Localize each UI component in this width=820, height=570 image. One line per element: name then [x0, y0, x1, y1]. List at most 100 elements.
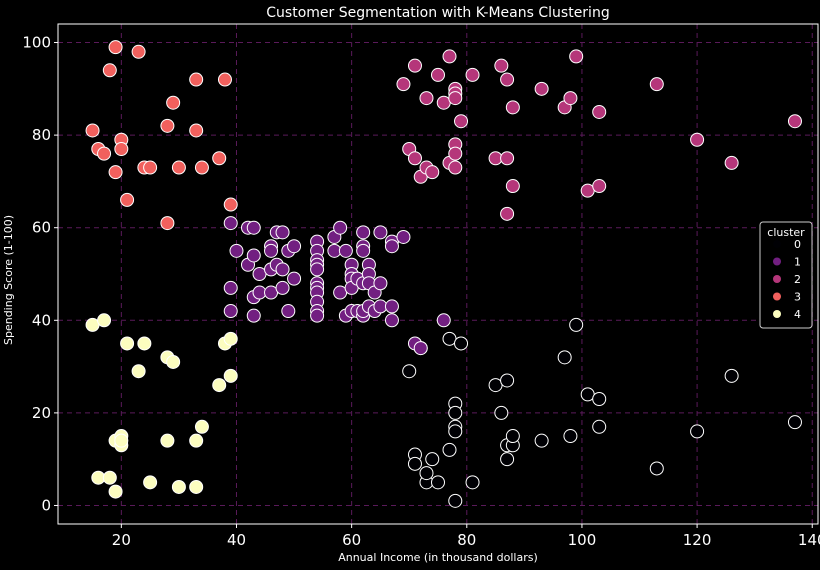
data-point: [413, 341, 428, 356]
data-point: [649, 461, 664, 476]
data-point: [505, 100, 520, 115]
data-point: [246, 220, 261, 235]
y-axis-ticks: 0 20 40 60 80 100: [22, 34, 58, 514]
data-point: [448, 160, 463, 175]
data-point: [465, 67, 480, 82]
data-point: [310, 308, 325, 323]
data-point: [500, 151, 515, 166]
data-point: [131, 364, 146, 379]
y-tick-label: 20: [32, 404, 51, 422]
legend-marker: [773, 257, 781, 266]
data-point: [396, 77, 411, 92]
x-tick-label: 100: [568, 531, 597, 549]
data-point: [454, 336, 469, 351]
legend-marker: [773, 275, 781, 283]
data-point: [189, 479, 204, 494]
data-point: [108, 165, 123, 180]
data-point: [223, 280, 238, 295]
data-points: [85, 40, 802, 508]
data-point: [500, 373, 515, 388]
legend-label: 3: [794, 291, 801, 304]
data-point: [407, 151, 422, 166]
data-point: [373, 276, 388, 291]
data-point: [787, 415, 802, 430]
data-point: [120, 192, 135, 207]
x-tick-label: 140: [798, 531, 820, 549]
data-point: [384, 313, 399, 328]
legend-marker: [773, 292, 781, 301]
data-point: [431, 67, 445, 82]
x-tick-label: 20: [112, 531, 131, 549]
legend-entries: 0 1 2 3 4: [773, 238, 801, 321]
data-point: [310, 262, 325, 277]
data-point: [569, 317, 584, 332]
data-point: [212, 151, 227, 166]
data-point: [563, 429, 578, 444]
data-point: [724, 368, 739, 383]
data-point: [442, 442, 457, 457]
data-point: [264, 243, 279, 258]
x-axis-ticks: 20 40 60 80 100 120 140: [112, 524, 820, 549]
chart-title: Customer Segmentation with K-Means Clust…: [266, 5, 609, 21]
data-point: [114, 433, 129, 448]
data-point: [120, 336, 135, 351]
cluster-4-series: [85, 313, 238, 499]
data-point: [402, 364, 417, 379]
data-point: [166, 354, 181, 369]
y-tick-label: 60: [32, 219, 51, 237]
data-point: [431, 475, 445, 490]
data-point: [171, 479, 186, 494]
data-point: [246, 248, 261, 263]
cluster-1-series: [223, 216, 451, 356]
data-point: [384, 239, 399, 254]
data-point: [171, 160, 186, 175]
data-point: [494, 58, 509, 73]
data-point: [194, 419, 209, 434]
data-point: [275, 280, 290, 295]
x-tick-label: 60: [342, 531, 361, 549]
data-point: [500, 206, 515, 221]
data-point: [448, 424, 463, 439]
data-point: [223, 197, 238, 212]
data-point: [143, 475, 158, 490]
data-point: [212, 378, 227, 393]
data-point: [649, 77, 664, 92]
data-point: [592, 392, 607, 406]
x-tick-label: 40: [227, 531, 246, 549]
data-point: [454, 114, 469, 129]
data-point: [275, 225, 290, 240]
data-point: [194, 160, 209, 175]
legend-marker: [773, 310, 781, 318]
data-point: [425, 165, 440, 180]
data-point: [448, 405, 463, 420]
data-point: [592, 419, 607, 434]
data-point: [787, 114, 802, 129]
y-tick-label: 40: [32, 311, 51, 329]
y-tick-label: 80: [32, 126, 51, 144]
data-point: [500, 452, 515, 467]
data-point: [97, 146, 112, 161]
data-point: [85, 123, 100, 138]
legend-marker: [773, 240, 781, 248]
cluster-3-series: [85, 40, 238, 231]
data-point: [102, 63, 117, 78]
data-point: [102, 470, 117, 485]
data-point: [160, 433, 175, 448]
data-point: [333, 220, 348, 235]
data-point: [217, 72, 232, 87]
data-point: [160, 118, 175, 133]
data-point: [448, 91, 463, 106]
data-point: [281, 304, 296, 319]
data-point: [448, 146, 463, 161]
cluster-0-series: [402, 317, 802, 508]
data-point: [534, 81, 549, 96]
data-point: [505, 429, 520, 444]
data-point: [223, 216, 238, 231]
data-point: [287, 239, 302, 254]
x-tick-label: 80: [457, 531, 476, 549]
legend: cluster 0 1 2 3 4: [759, 221, 813, 329]
legend-label: 0: [794, 238, 801, 251]
data-point: [223, 368, 238, 383]
data-point: [407, 58, 422, 73]
